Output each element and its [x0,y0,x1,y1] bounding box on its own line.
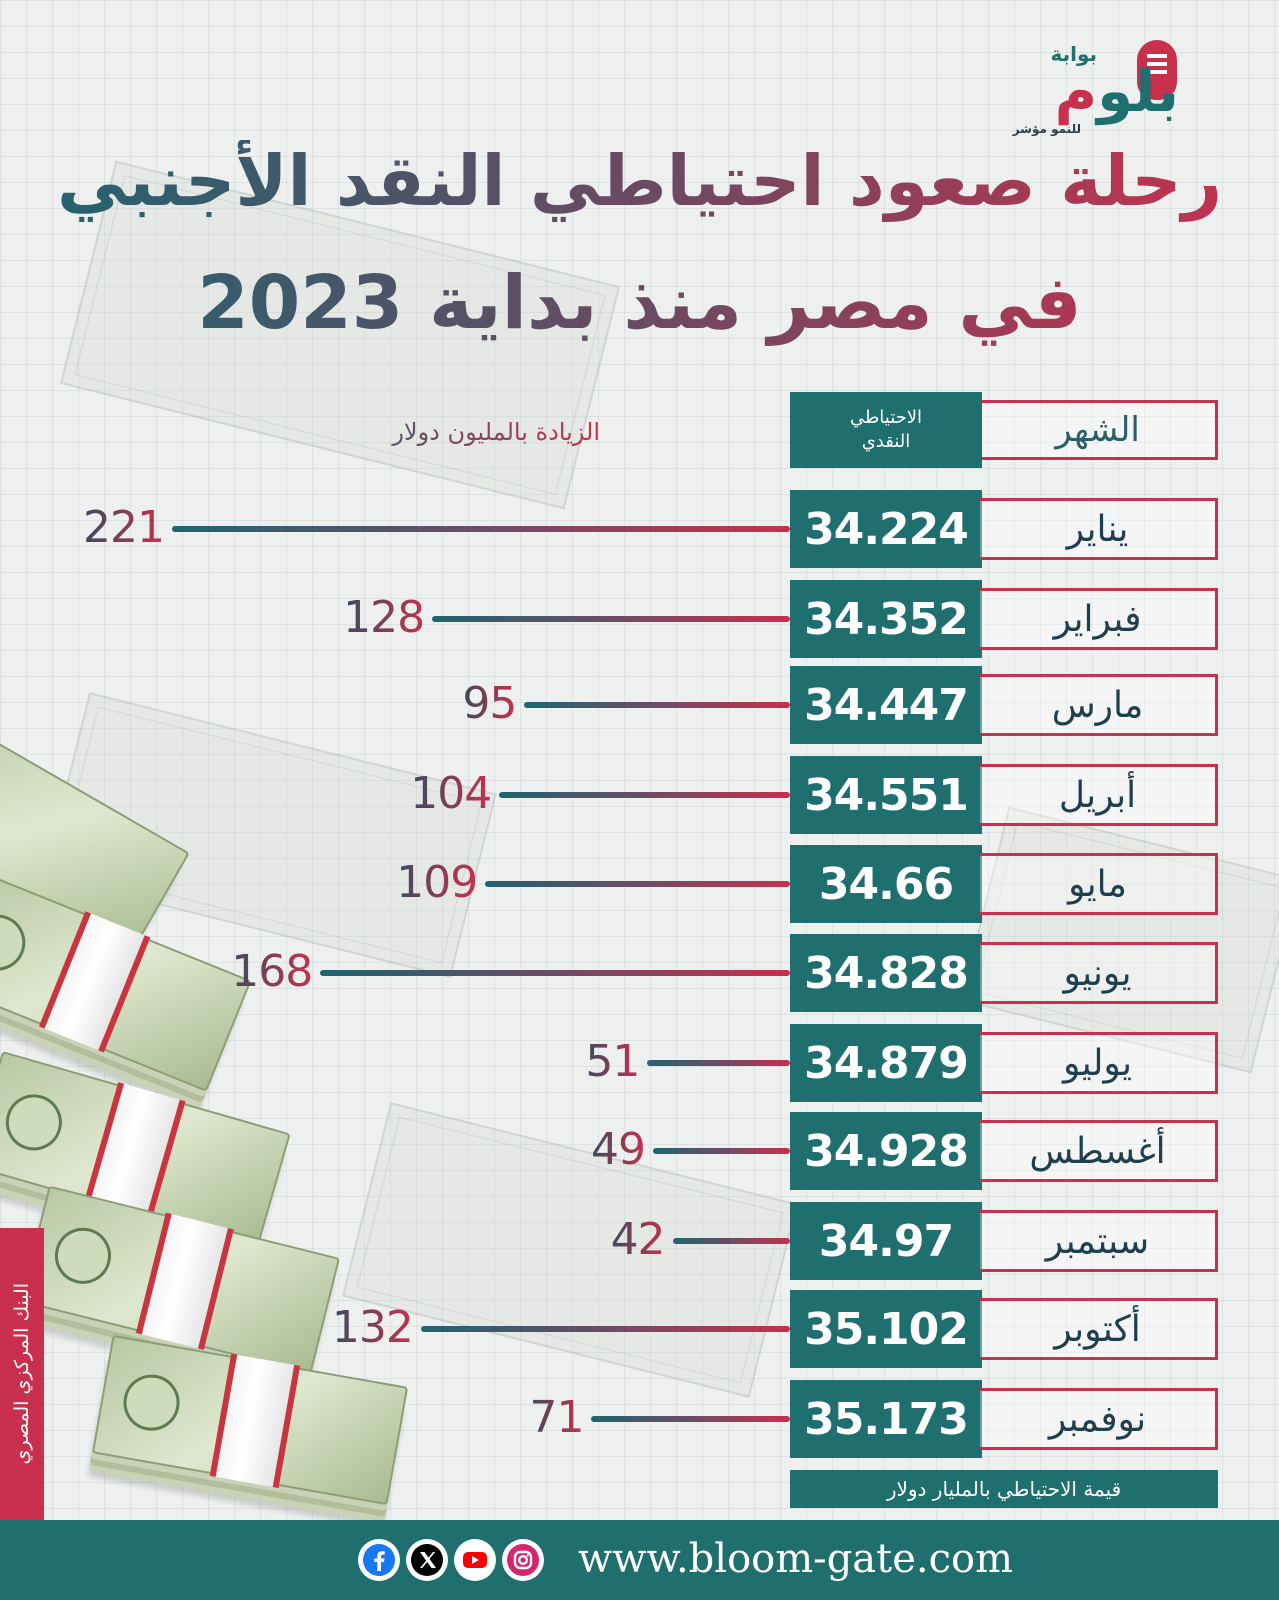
increase-bar [172,526,790,532]
increase-bar [320,970,790,976]
month-label: أغسطس [980,1120,1218,1182]
increase-value-label: 104 [410,768,492,819]
facebook-icon[interactable] [358,1539,400,1581]
increase-value-label: 109 [396,857,478,908]
source-text: البنك المركزي المصري [11,1283,33,1465]
title-line-1: رحلة صعود احتياطي النقد الأجنبي [0,140,1279,222]
reserve-value: 34.352 [790,580,982,658]
increase-bar [499,792,790,798]
increase-value-label: 128 [343,592,425,643]
increase-bar [672,1238,790,1244]
reserve-value: 34.97 [790,1202,982,1280]
reserve-value: 34.447 [790,666,982,744]
month-label: يونيو [980,942,1218,1004]
reserve-value: 35.102 [790,1290,982,1368]
chart-row: 221 34.224 يناير [0,490,1279,568]
reserve-value: 34.224 [790,490,982,568]
logo-sub-word: للنمو مؤشر [1012,122,1081,136]
increase-value-label: 168 [231,946,313,997]
title-line-2: في مصر منذ بداية 2023 [0,260,1279,346]
month-label: مارس [980,674,1218,736]
increase-column-header: الزيادة بالمليون دولار [290,418,600,446]
reserve-value: 34.66 [790,845,982,923]
chart-row: 51 34.879 يوليو [0,1024,1279,1102]
reserve-header-line-2: النقدي [861,431,911,452]
instagram-icon[interactable] [502,1539,544,1581]
youtube-icon[interactable] [454,1539,496,1581]
increase-value-label: 221 [83,502,165,553]
unit-note: قيمة الاحتياطي بالمليار دولار [790,1470,1218,1508]
chart-row: 168 34.828 يونيو [0,934,1279,1012]
increase-bar [591,1416,790,1422]
source-label: البنك المركزي المصري [0,1228,44,1520]
increase-bar [485,881,790,887]
month-label: فبراير [980,588,1218,650]
chart-row: 42 34.97 سبتمبر [0,1202,1279,1280]
month-label: نوفمبر [980,1388,1218,1450]
microphone-icon [1137,40,1177,100]
bloom-gate-logo: بوابة بلوم للنمو مؤشر [979,40,1189,140]
increase-value-label: 132 [331,1302,414,1353]
reserve-value: 34.879 [790,1024,982,1102]
increase-bar [647,1060,790,1066]
increase-value-label: 51 [585,1036,640,1087]
reserve-value: 34.928 [790,1112,982,1190]
month-label: أكتوبر [980,1298,1218,1360]
chart-row: 132 35.102 أكتوبر [0,1290,1279,1368]
chart-row: 109 34.66 مايو [0,845,1279,923]
increase-value-label: 95 [462,678,517,729]
x-icon[interactable] [406,1539,448,1581]
chart-row: 71 35.173 نوفمبر [0,1380,1279,1458]
month-label: يوليو [980,1032,1218,1094]
footer-bar [0,1520,1279,1600]
increase-value-label: 49 [590,1124,646,1175]
logo-top-word: بوابة [1050,42,1097,66]
increase-bar [524,702,790,708]
chart-row: 95 34.447 مارس [0,666,1279,744]
increase-bar [652,1148,790,1154]
chart-row: 49 34.928 أغسطس [0,1112,1279,1190]
reserve-value: 35.173 [790,1380,982,1458]
increase-value-label: 42 [610,1214,666,1265]
website-link[interactable]: www.bloom-gate.com [578,1536,1014,1582]
increase-bar [432,616,790,622]
chart-row: 104 34.551 أبريل [0,756,1279,834]
reserve-value: 34.551 [790,756,982,834]
logo-main-word: بلوم [1054,57,1179,125]
chart-row: 128 34.352 فبراير [0,580,1279,658]
increase-bar [420,1326,790,1332]
reserve-header-line-1: الاحتياطي [849,406,923,428]
increase-value-label: 71 [529,1392,584,1443]
month-column-header: الشهر [980,400,1218,460]
month-label: سبتمبر [980,1210,1218,1272]
month-label: أبريل [980,764,1218,826]
reserve-column-header: الاحتياطي النقدي [790,392,982,468]
month-label: يناير [980,498,1218,560]
month-label: مايو [980,853,1218,915]
reserve-value: 34.828 [790,934,982,1012]
